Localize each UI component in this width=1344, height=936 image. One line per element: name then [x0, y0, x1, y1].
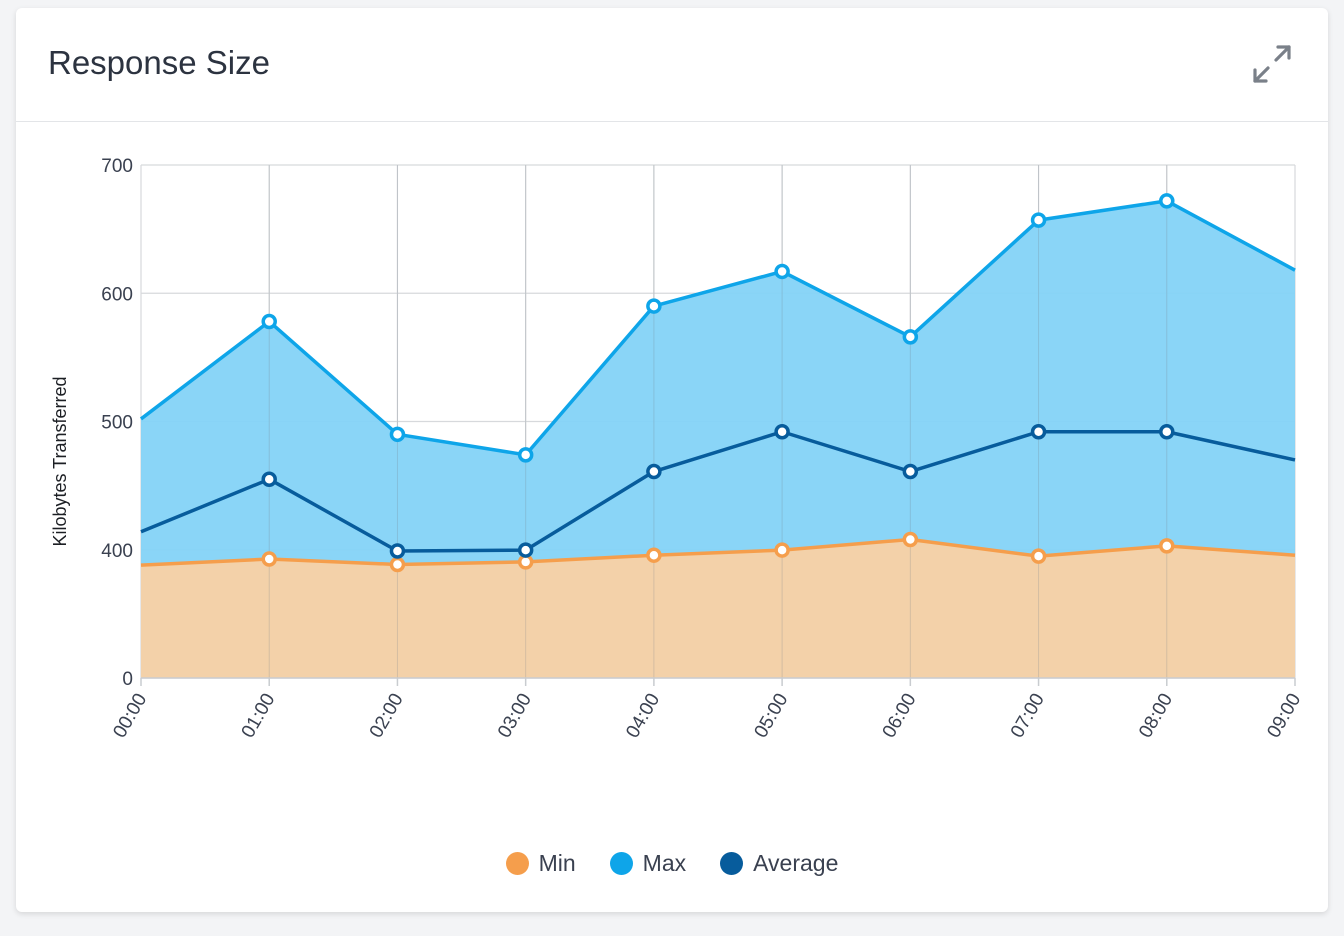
- legend-label-max: Max: [642, 850, 687, 876]
- y-tick-label: 400: [101, 541, 133, 562]
- point-average: [1159, 424, 1175, 440]
- x-tick-label: 09:00: [1263, 690, 1305, 742]
- point-max: [517, 447, 534, 463]
- y-tick-label: 0: [122, 669, 133, 690]
- point-average: [389, 543, 406, 559]
- point-max: [261, 313, 277, 330]
- point-average: [646, 463, 662, 480]
- point-max: [774, 263, 790, 280]
- response-size-chart: 0 400 500 600 700 00:00 01:00 02:00 03:00 04:00 05…: [50, 156, 1305, 742]
- x-tick-label: 04:00: [622, 690, 664, 742]
- expand-button[interactable]: [1248, 40, 1296, 88]
- legend-dot-average: [720, 852, 744, 875]
- y-tick-label: 700: [101, 156, 133, 177]
- card-header: Response Size: [16, 8, 1328, 122]
- point-average: [517, 542, 534, 558]
- response-size-card: Response Size 0 400 500 600 700 00:00 01:00 02:…: [16, 8, 1328, 912]
- legend-dot-min: [505, 852, 529, 875]
- x-tick-label: 02:00: [366, 690, 408, 742]
- legend-item-max[interactable]: Max: [609, 850, 687, 877]
- legend-item-min[interactable]: Min: [505, 850, 576, 877]
- x-tick-label: 01:00: [238, 690, 280, 742]
- legend-dot-max: [609, 852, 633, 875]
- line-min: [140, 537, 1296, 567]
- point-average: [261, 471, 277, 487]
- point-average: [1030, 424, 1047, 440]
- y-tick-label: 600: [101, 284, 133, 305]
- point-max: [902, 329, 919, 345]
- point-max: [1030, 212, 1047, 228]
- legend-item-average[interactable]: Average: [720, 850, 838, 877]
- point-min: [389, 556, 406, 573]
- point-min: [1030, 548, 1047, 564]
- expand-arrows-icon: [1253, 45, 1291, 83]
- legend-label-min: Min: [538, 850, 576, 876]
- x-tick-label: 03:00: [494, 690, 536, 742]
- point-min: [1159, 538, 1175, 554]
- chart-legend: Min Max Average: [16, 850, 1328, 877]
- point-max: [646, 298, 662, 314]
- x-tick-label: 05:00: [750, 690, 792, 742]
- y-axis-label: Kilobytes Transferred: [50, 376, 70, 546]
- legend-label-average: Average: [753, 850, 839, 876]
- line-max: [139, 199, 1296, 457]
- point-average: [902, 463, 919, 480]
- point-max: [1159, 193, 1175, 209]
- x-tick-label: 08:00: [1135, 690, 1177, 742]
- x-tick-label: 00:00: [109, 690, 151, 742]
- area-min: [141, 539, 1295, 678]
- point-average: [774, 424, 790, 440]
- point-min: [902, 531, 919, 548]
- x-tick-label: 06:00: [879, 690, 921, 742]
- point-min: [646, 547, 662, 563]
- point-min: [774, 542, 790, 558]
- point-max: [389, 426, 406, 443]
- x-tick-label: 07:00: [1007, 690, 1049, 742]
- card-title: Response Size: [48, 44, 270, 81]
- point-min: [261, 551, 277, 567]
- y-tick-label: 500: [101, 413, 133, 434]
- line-average: [140, 430, 1296, 553]
